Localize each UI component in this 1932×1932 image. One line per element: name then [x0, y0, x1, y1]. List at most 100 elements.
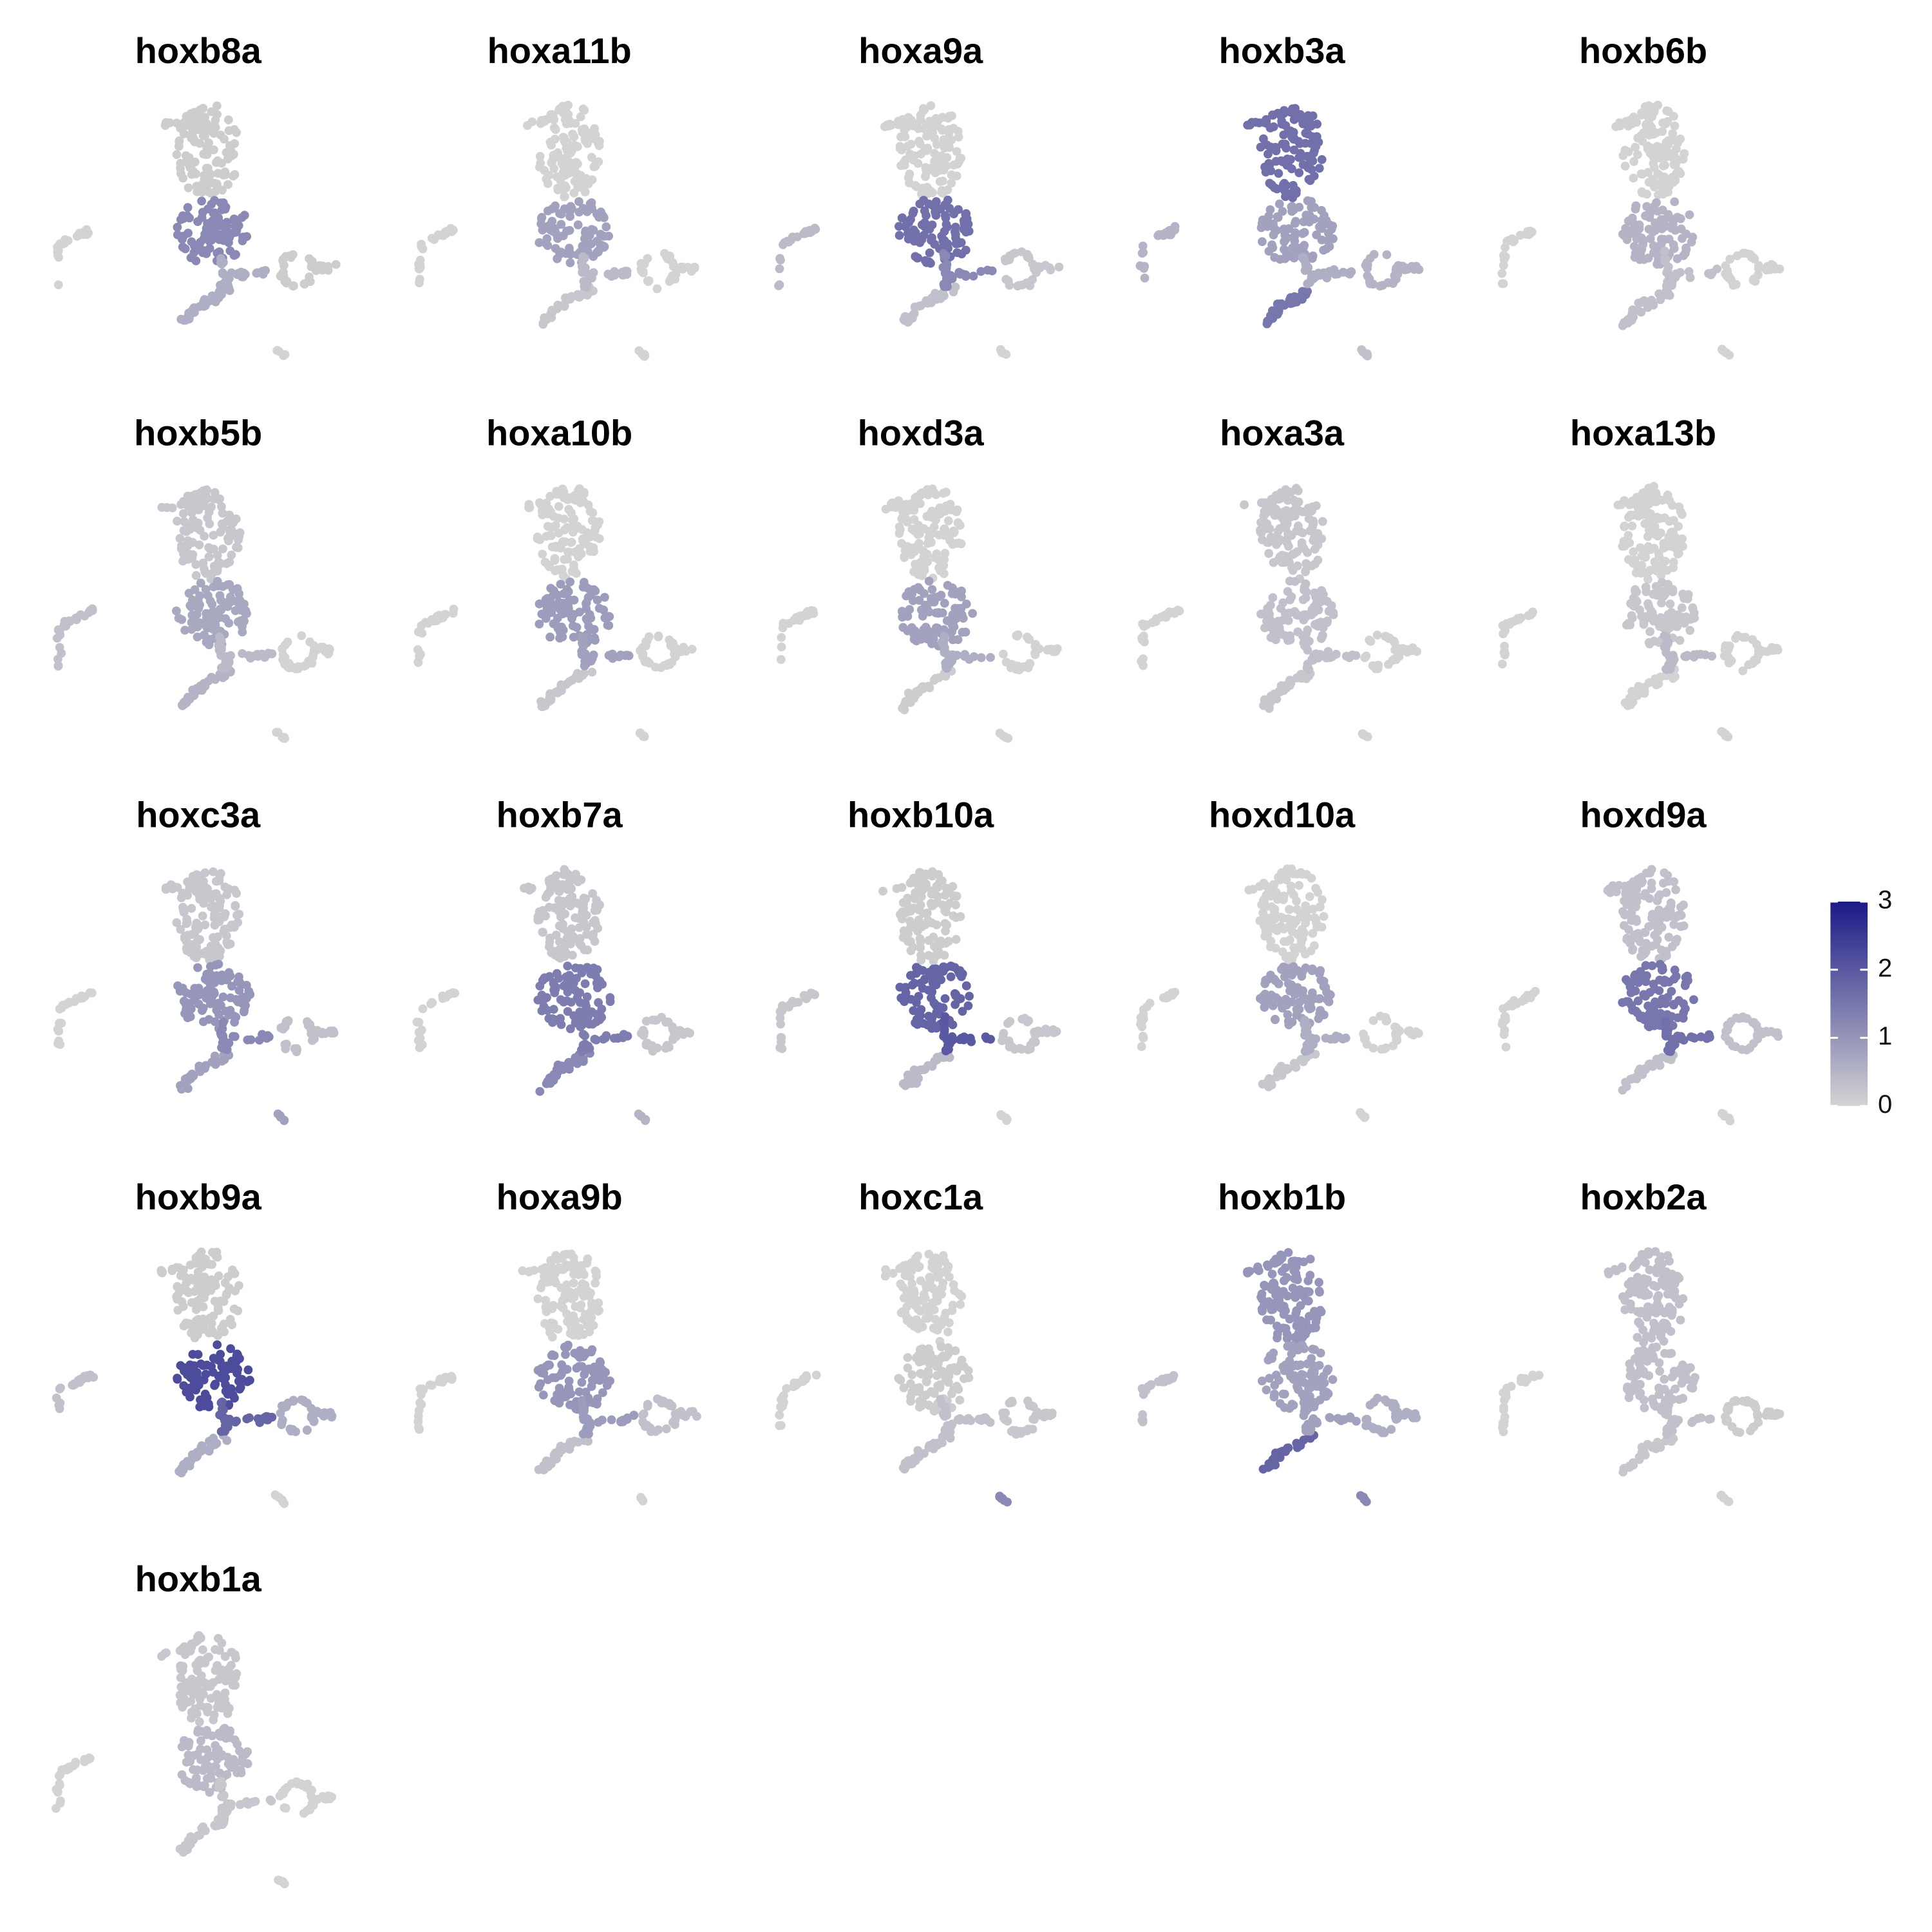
- cell-point: [1652, 497, 1661, 506]
- cell-point: [85, 988, 95, 998]
- cell-point: [1618, 542, 1627, 551]
- cell-point: [573, 142, 582, 151]
- cell-point: [558, 632, 567, 641]
- cell-point: [1660, 643, 1669, 652]
- cell-point: [1676, 507, 1685, 516]
- cell-point: [586, 969, 596, 979]
- cell-point: [238, 627, 247, 637]
- panel-title: hoxb7a: [497, 795, 623, 835]
- cell-point: [1683, 590, 1693, 600]
- cell-point: [196, 578, 205, 588]
- cell-point: [1363, 351, 1372, 361]
- cell-point: [927, 506, 936, 516]
- cell-point: [951, 1000, 960, 1009]
- cell-point: [231, 227, 241, 237]
- cell-point: [1719, 651, 1729, 661]
- cell-point: [562, 146, 572, 155]
- cell-point: [1271, 146, 1281, 156]
- cell-point: [202, 638, 211, 647]
- cell-point: [955, 154, 965, 163]
- cell-point: [1681, 612, 1691, 621]
- cell-point: [207, 178, 217, 187]
- cell-point: [1669, 240, 1678, 250]
- panel-title: hoxd3a: [858, 412, 985, 453]
- cell-point: [949, 287, 958, 297]
- cell-point: [936, 294, 945, 303]
- cell-point: [650, 663, 660, 672]
- cell-point: [1627, 613, 1637, 623]
- cell-point: [571, 672, 581, 681]
- cell-point: [1276, 490, 1286, 500]
- cell-point: [186, 1004, 196, 1014]
- cell-point: [927, 1024, 936, 1033]
- cell-point: [1288, 243, 1297, 252]
- cell-point: [1341, 1033, 1350, 1043]
- cell-point: [182, 919, 191, 928]
- cell-point: [546, 593, 555, 603]
- cell-point: [553, 234, 562, 243]
- cell-point: [1312, 621, 1321, 630]
- cell-point: [1260, 1003, 1269, 1012]
- cell-point: [1286, 969, 1296, 978]
- cell-point: [1018, 1014, 1027, 1024]
- cell-point: [202, 495, 211, 504]
- cell-region: [1262, 287, 1312, 328]
- cell-point: [282, 1039, 291, 1049]
- cell-point: [959, 1035, 969, 1045]
- cell-point: [1302, 869, 1311, 879]
- cell-point: [1309, 516, 1318, 526]
- cell-point: [913, 158, 923, 168]
- cell-point: [959, 216, 969, 225]
- cell-point: [943, 516, 953, 526]
- cell-point: [292, 1045, 301, 1054]
- cell-point: [194, 983, 204, 993]
- cell-point: [1262, 519, 1271, 528]
- cell-point: [540, 558, 550, 567]
- cell-point: [227, 551, 236, 560]
- cell-point: [245, 990, 255, 999]
- cell-point: [204, 676, 213, 686]
- cell-point: [184, 118, 193, 128]
- cell-point: [1653, 100, 1663, 110]
- cell-point: [240, 616, 249, 626]
- cell-point: [637, 1112, 646, 1121]
- cell-point: [203, 187, 212, 196]
- cell-point: [331, 260, 341, 269]
- cell-point: [1262, 115, 1271, 124]
- cell-point: [900, 316, 909, 325]
- cell-point: [1748, 659, 1757, 668]
- cell-point: [1671, 672, 1680, 681]
- cell-point: [230, 515, 240, 524]
- feature-panel: hoxa11b: [414, 30, 699, 361]
- cell-point: [916, 978, 925, 988]
- cell-point: [600, 1034, 610, 1043]
- cell-point: [53, 654, 62, 664]
- cell-point: [222, 559, 231, 569]
- cell-point: [947, 589, 957, 598]
- cell-point: [1646, 102, 1655, 112]
- cell-point: [1140, 637, 1149, 647]
- cell-point: [209, 531, 218, 540]
- cell-point: [1725, 641, 1734, 650]
- cell-point: [580, 136, 590, 146]
- cell-region: [880, 101, 966, 201]
- cell-point: [560, 865, 569, 875]
- cell-point: [1290, 292, 1300, 301]
- cell-point: [1644, 118, 1654, 127]
- cell-point: [905, 169, 914, 178]
- cell-point: [1265, 205, 1275, 214]
- panel-title: hoxb3a: [1219, 30, 1346, 71]
- panel-title: hoxa11b: [488, 30, 632, 71]
- cell-point: [415, 264, 424, 274]
- cell-point: [1266, 971, 1275, 980]
- cell-point: [961, 627, 971, 637]
- cell-point: [540, 973, 549, 983]
- cell-point: [1656, 234, 1666, 244]
- cell-region: [1357, 345, 1372, 361]
- cell-point: [234, 221, 243, 231]
- cell-point: [1265, 178, 1274, 188]
- cell-point: [417, 240, 426, 249]
- cell-point: [297, 631, 307, 640]
- cell-point: [900, 997, 909, 1007]
- cell-point: [941, 213, 951, 223]
